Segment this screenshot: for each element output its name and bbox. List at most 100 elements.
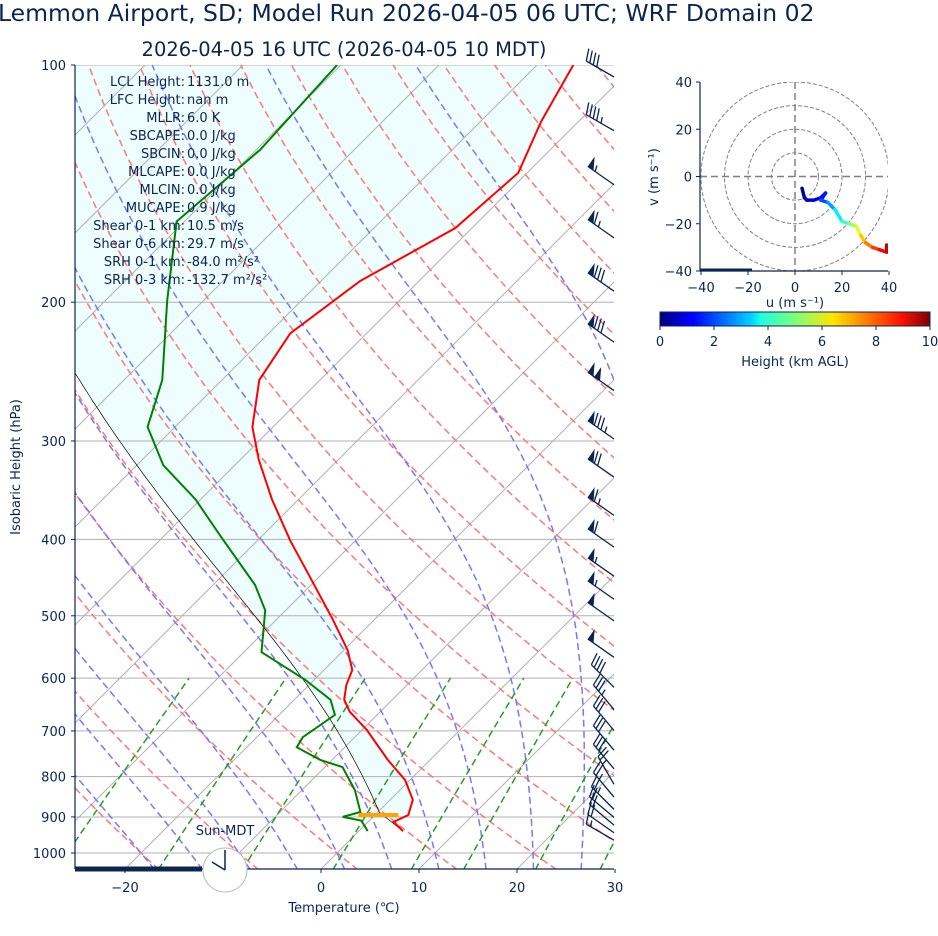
mixing-ratio-line — [534, 723, 614, 869]
isotherm-line — [75, 85, 614, 626]
dry-adiabat-line — [493, 65, 614, 213]
isotherm-line — [222, 477, 614, 869]
wind-barb — [587, 592, 615, 622]
parcel-profile-line — [75, 372, 404, 832]
temperature-profile-line — [251, 65, 575, 832]
barb-half — [604, 426, 608, 433]
barb-full — [596, 658, 604, 671]
hodograph-x-tick-label: 40 — [881, 281, 898, 296]
wind-barb — [585, 811, 615, 841]
wind-barb — [587, 547, 615, 577]
barb-full — [600, 417, 606, 431]
barb-full — [593, 521, 599, 534]
dry-adiabat-line — [75, 786, 160, 869]
wind-barbs — [585, 48, 615, 841]
barb-staff — [590, 786, 615, 810]
stat-label: MLLR: — [146, 111, 185, 126]
moist-adiabat-line — [75, 491, 346, 869]
x-tick-label: 0 — [317, 881, 325, 896]
stat-value: -132.7 m²/s² — [187, 273, 267, 288]
barb-full — [592, 714, 601, 727]
wind-barb — [592, 694, 615, 731]
barb-staff — [589, 796, 615, 818]
moist-adiabat-line — [75, 93, 487, 869]
barb-full — [596, 453, 602, 466]
barb-staff — [597, 756, 615, 785]
barb-full — [595, 764, 604, 776]
hodograph-trace-segment — [854, 224, 863, 238]
mixing-ratio-line — [332, 677, 452, 869]
dry-adiabat-line — [75, 592, 359, 869]
barb-full — [596, 415, 602, 428]
barb-full — [599, 661, 607, 674]
barb-full — [598, 739, 606, 751]
barb-full — [593, 211, 599, 225]
barb-full — [593, 412, 599, 426]
colorbar-tick-label: 6 — [818, 335, 826, 350]
barb-staff — [587, 638, 615, 658]
isotherm-line — [75, 183, 614, 724]
barb-half — [597, 220, 601, 228]
barb-half — [589, 820, 593, 827]
wind-barb — [588, 784, 615, 818]
wind-barb — [587, 449, 615, 478]
stat-label: LFC Height: — [110, 93, 185, 108]
mixing-ratio-line — [463, 677, 574, 869]
dry-adiabat-line — [189, 65, 614, 584]
wind-barb — [587, 629, 615, 658]
barb-full — [593, 265, 599, 278]
hodograph-y-tick-label: −20 — [665, 218, 692, 233]
stat-label: LCL Height: — [110, 75, 185, 90]
barb-full — [595, 717, 604, 730]
wind-barb — [587, 263, 615, 292]
stat-value: 0.9 J/kg — [187, 201, 236, 216]
barb-staff — [585, 823, 615, 841]
barb-pennant — [587, 449, 595, 463]
stat-value: 0.0 J/kg — [187, 165, 236, 180]
mixing-ratio-line — [157, 677, 287, 869]
y-tick-label: 100 — [41, 59, 66, 74]
dry-adiabat-line — [647, 65, 938, 870]
hodograph-area — [700, 82, 888, 271]
barb-staff — [585, 114, 615, 132]
barb-full — [593, 451, 599, 464]
stat-value: 6.0 K — [187, 111, 221, 126]
stat-value: 0.0 J/kg — [187, 129, 236, 144]
y-tick-label: 300 — [41, 435, 66, 450]
barb-staff — [587, 580, 615, 600]
barb-full — [590, 653, 598, 665]
wind-barb — [587, 156, 615, 186]
barb-full — [592, 694, 601, 707]
stat-value: 1131.0 m — [187, 75, 249, 90]
y-tick-label: 800 — [41, 771, 66, 786]
y-tick-label: 700 — [41, 725, 66, 740]
hodograph-y-tick-label: 20 — [675, 123, 692, 138]
barb-full — [597, 746, 607, 758]
barb-full — [595, 736, 604, 748]
barb-full — [590, 804, 596, 817]
cin-shading — [75, 65, 574, 832]
barb-full — [598, 720, 606, 733]
wind-barb — [587, 410, 615, 440]
barb-pennant — [587, 263, 595, 277]
wind-barb — [590, 653, 615, 688]
height-colorbar: 0 2 4 6 8 10 Height (km AGL) — [656, 311, 938, 370]
sun-label: Sun-MDT — [196, 824, 255, 839]
y-tick-label: 900 — [41, 811, 66, 826]
mixing-ratio-line — [599, 840, 614, 869]
stat-label: SRH 0-3 km: — [104, 273, 185, 288]
moist-adiabat-line — [75, 647, 251, 869]
isotherm-line — [75, 281, 614, 822]
barb-full — [596, 54, 600, 68]
x-tick-label: 10 — [411, 881, 428, 896]
wind-barb — [587, 518, 615, 548]
y-tick-label: 200 — [41, 296, 66, 311]
barb-full — [598, 700, 606, 713]
colorbar-tick-label: 4 — [764, 335, 772, 350]
barb-half — [594, 556, 598, 564]
barb-pennant — [587, 209, 595, 224]
moist-adiabat-line — [75, 713, 204, 869]
barb-staff — [592, 725, 615, 751]
wind-barb — [597, 746, 615, 785]
